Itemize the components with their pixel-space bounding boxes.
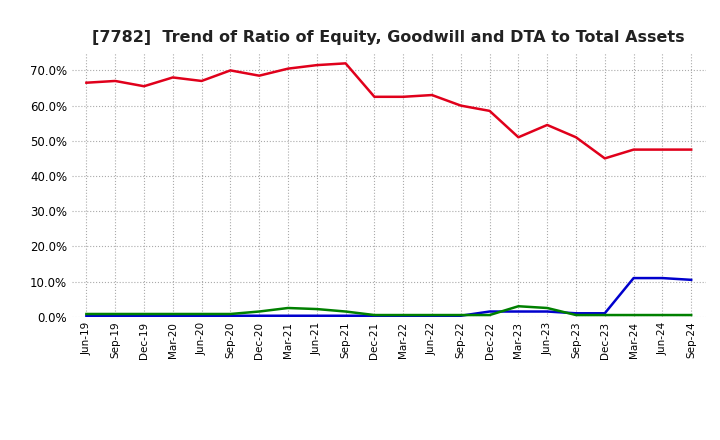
Goodwill <box>572 311 580 316</box>
Equity <box>428 92 436 98</box>
Equity <box>456 103 465 108</box>
Deferred Tax Assets <box>687 312 696 318</box>
Equity <box>572 135 580 140</box>
Deferred Tax Assets <box>399 312 408 318</box>
Goodwill <box>111 313 120 319</box>
Goodwill <box>168 313 177 319</box>
Deferred Tax Assets <box>140 312 148 317</box>
Goodwill <box>312 313 321 319</box>
Deferred Tax Assets <box>543 305 552 311</box>
Goodwill <box>629 275 638 281</box>
Equity <box>226 68 235 73</box>
Goodwill <box>399 313 408 319</box>
Deferred Tax Assets <box>284 305 292 311</box>
Deferred Tax Assets <box>428 312 436 318</box>
Equity <box>111 78 120 84</box>
Goodwill <box>341 313 350 319</box>
Equity <box>255 73 264 78</box>
Deferred Tax Assets <box>226 312 235 317</box>
Line: Deferred Tax Assets: Deferred Tax Assets <box>86 306 691 315</box>
Deferred Tax Assets <box>197 312 206 317</box>
Equity <box>485 108 494 114</box>
Equity <box>658 147 667 152</box>
Deferred Tax Assets <box>514 304 523 309</box>
Goodwill <box>687 277 696 282</box>
Deferred Tax Assets <box>255 309 264 314</box>
Deferred Tax Assets <box>111 312 120 317</box>
Equity <box>600 156 609 161</box>
Equity <box>399 94 408 99</box>
Deferred Tax Assets <box>572 312 580 318</box>
Goodwill <box>255 313 264 319</box>
Deferred Tax Assets <box>312 306 321 312</box>
Goodwill <box>658 275 667 281</box>
Equity <box>140 84 148 89</box>
Goodwill <box>428 313 436 319</box>
Deferred Tax Assets <box>341 309 350 314</box>
Deferred Tax Assets <box>658 312 667 318</box>
Title: [7782]  Trend of Ratio of Equity, Goodwill and DTA to Total Assets: [7782] Trend of Ratio of Equity, Goodwil… <box>92 29 685 45</box>
Goodwill <box>226 313 235 319</box>
Deferred Tax Assets <box>168 312 177 317</box>
Equity <box>629 147 638 152</box>
Goodwill <box>140 313 148 319</box>
Deferred Tax Assets <box>600 312 609 318</box>
Goodwill <box>485 309 494 314</box>
Goodwill <box>456 313 465 319</box>
Equity <box>370 94 379 99</box>
Equity <box>197 78 206 84</box>
Equity <box>514 135 523 140</box>
Goodwill <box>284 313 292 319</box>
Goodwill <box>370 313 379 319</box>
Equity <box>82 80 91 85</box>
Equity <box>687 147 696 152</box>
Deferred Tax Assets <box>370 312 379 318</box>
Equity <box>341 61 350 66</box>
Deferred Tax Assets <box>456 312 465 318</box>
Equity <box>284 66 292 71</box>
Goodwill <box>514 309 523 314</box>
Line: Equity: Equity <box>86 63 691 158</box>
Deferred Tax Assets <box>629 312 638 318</box>
Equity <box>312 62 321 68</box>
Goodwill <box>197 313 206 319</box>
Goodwill <box>82 313 91 319</box>
Line: Goodwill: Goodwill <box>86 278 691 316</box>
Equity <box>168 75 177 80</box>
Deferred Tax Assets <box>82 312 91 317</box>
Deferred Tax Assets <box>485 312 494 318</box>
Goodwill <box>600 311 609 316</box>
Goodwill <box>543 309 552 314</box>
Equity <box>543 122 552 128</box>
